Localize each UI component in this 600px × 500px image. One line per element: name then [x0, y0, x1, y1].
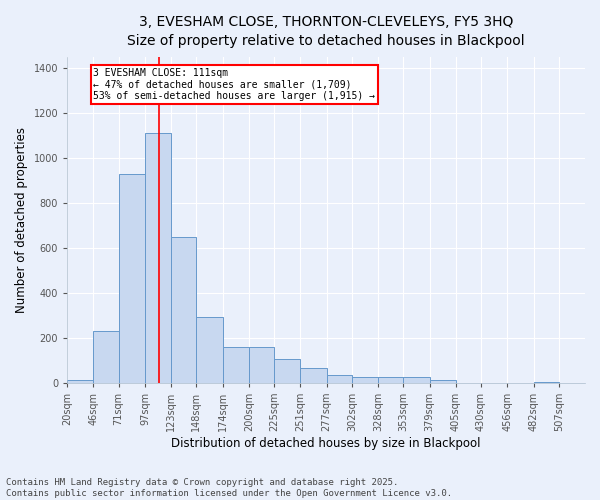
Title: 3, EVESHAM CLOSE, THORNTON-CLEVELEYS, FY5 3HQ
Size of property relative to detac: 3, EVESHAM CLOSE, THORNTON-CLEVELEYS, FY… — [127, 15, 525, 48]
Bar — [67, 380, 94, 383]
Text: 3 EVESHAM CLOSE: 111sqm
← 47% of detached houses are smaller (1,709)
53% of semi: 3 EVESHAM CLOSE: 111sqm ← 47% of detache… — [94, 68, 376, 101]
Y-axis label: Number of detached properties: Number of detached properties — [15, 127, 28, 313]
X-axis label: Distribution of detached houses by size in Blackpool: Distribution of detached houses by size … — [172, 437, 481, 450]
Bar — [326, 375, 352, 383]
Bar — [94, 331, 119, 383]
Text: Contains HM Land Registry data © Crown copyright and database right 2025.
Contai: Contains HM Land Registry data © Crown c… — [6, 478, 452, 498]
Bar — [171, 236, 196, 383]
Bar — [249, 347, 274, 383]
Bar — [301, 368, 326, 383]
Bar — [119, 174, 145, 383]
Bar — [274, 360, 301, 383]
Bar — [145, 133, 171, 383]
Bar — [223, 347, 249, 383]
Bar — [378, 378, 403, 383]
Bar — [533, 382, 559, 383]
Bar — [352, 378, 378, 383]
Bar — [430, 380, 456, 383]
Bar — [403, 378, 430, 383]
Bar — [196, 316, 223, 383]
